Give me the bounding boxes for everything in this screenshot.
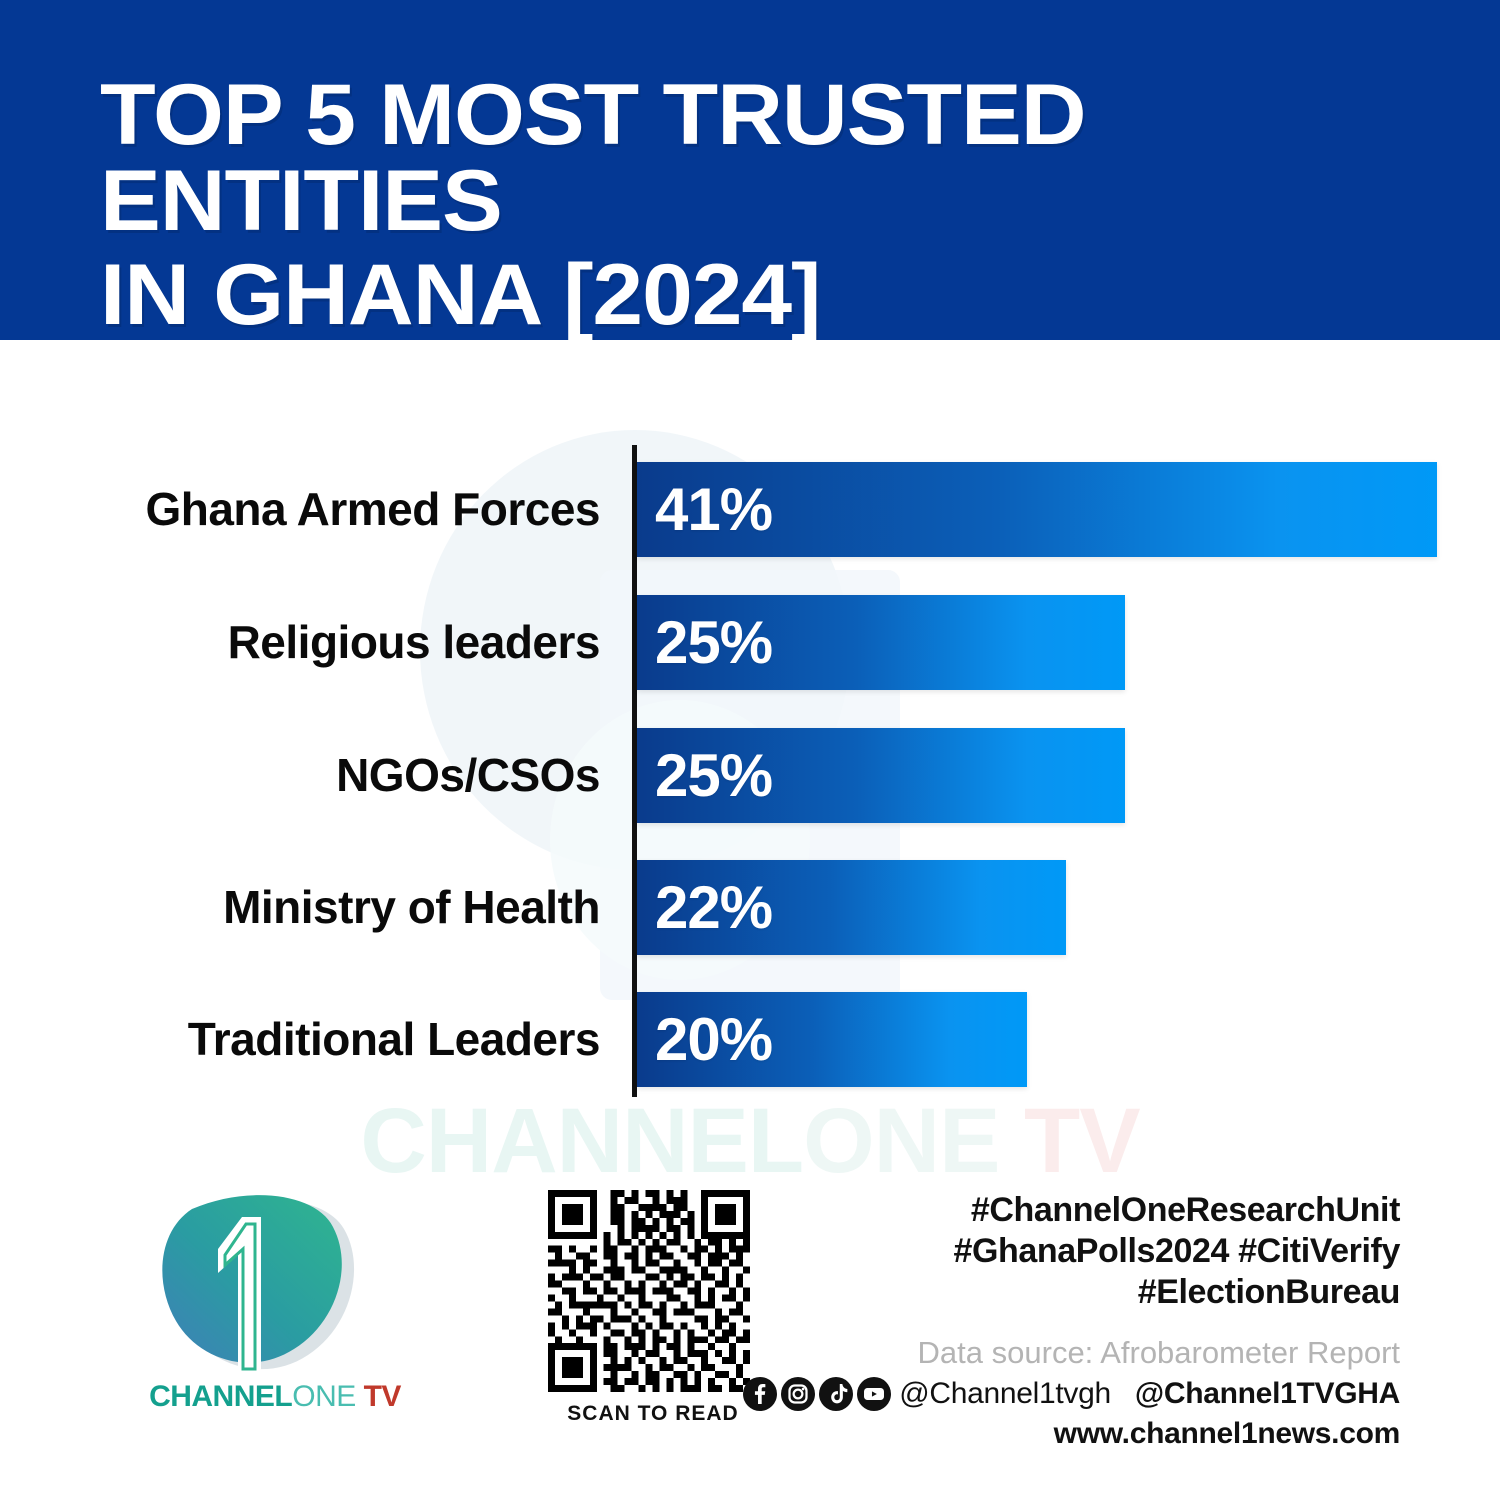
channel-one-logo-icon <box>162 1195 355 1375</box>
header-banner: TOP 5 MOST TRUSTED ENTITIES IN GHANA [20… <box>0 0 1500 340</box>
footer-info-block: #ChannelOneResearchUnit #GhanaPolls2024 … <box>743 1190 1401 1451</box>
channel-one-logo-wordmark: CHANNELONE TV <box>130 1380 420 1414</box>
tiktok-icon[interactable] <box>819 1377 854 1411</box>
bar-ghana-armed-forces: 41% <box>637 462 1437 557</box>
chart-row: Ministry of Health 22% <box>0 860 1500 955</box>
footer: CHANNELONE TV <box>0 1180 1500 1500</box>
social-handle-primary[interactable]: @Channel1tvgh <box>899 1377 1111 1410</box>
chart-axis-line <box>632 445 637 1097</box>
bar-category-label: Traditional Leaders <box>187 1013 601 1065</box>
bar-value-label: 25% <box>655 741 773 809</box>
page-title: TOP 5 MOST TRUSTED ENTITIES IN GHANA [20… <box>100 72 1500 338</box>
bar-value-label: 20% <box>655 1005 773 1073</box>
social-media-row: @Channel1tvgh @Channel1TVGHA <box>743 1377 1400 1411</box>
qr-code-block[interactable]: SCAN TO READ <box>548 1190 758 1426</box>
title-line-1: TOP 5 MOST TRUSTED ENTITIES <box>100 67 1087 249</box>
social-handle-x[interactable]: @Channel1TVGHA <box>1134 1377 1400 1410</box>
bar-chart: Ghana Armed Forces 41% Religious leaders… <box>0 340 1500 1140</box>
youtube-icon[interactable] <box>857 1377 892 1411</box>
title-line-2: IN GHANA [2024] <box>100 247 821 343</box>
bar-category-label: NGOs/CSOs <box>336 749 600 801</box>
bar-ministry-of-health: 22% <box>637 860 1066 955</box>
bar-traditional-leaders: 20% <box>637 992 1027 1087</box>
bar-category-label: Ghana Armed Forces <box>145 483 600 535</box>
data-source-text: Data source: Afrobarometer Report <box>917 1335 1400 1370</box>
bar-value-label: 41% <box>655 475 773 543</box>
qr-code-image[interactable] <box>548 1190 750 1392</box>
bar-value-label: 22% <box>655 873 773 941</box>
hashtag-line-1: #ChannelOneResearchUnit <box>970 1191 1401 1229</box>
hashtag-line-3: #ElectionBureau <box>1137 1273 1401 1311</box>
bar-religious-leaders: 25% <box>637 595 1125 690</box>
chart-row: NGOs/CSOs 25% <box>0 728 1500 823</box>
instagram-icon[interactable] <box>781 1377 816 1411</box>
logo-word-channel: CHANNEL <box>149 1380 293 1413</box>
hashtag-line-2: #GhanaPolls2024 #CitiVerify <box>953 1232 1400 1270</box>
chart-row: Ghana Armed Forces 41% <box>0 462 1500 557</box>
bar-value-label: 25% <box>655 608 773 676</box>
website-url[interactable]: www.channel1news.com <box>1053 1417 1401 1450</box>
bar-category-label: Ministry of Health <box>223 881 600 933</box>
logo-word-one: ONE <box>292 1380 356 1413</box>
chart-row: Religious leaders 25% <box>0 595 1500 690</box>
social-icon-group <box>743 1377 892 1411</box>
chart-row: Traditional Leaders 20% <box>0 992 1500 1087</box>
facebook-icon[interactable] <box>743 1377 778 1411</box>
channel-one-logo: CHANNELONE TV <box>130 1195 450 1435</box>
bar-category-label: Religious leaders <box>227 616 601 668</box>
logo-word-tv: TV <box>355 1380 402 1413</box>
bar-ngos-csos: 25% <box>637 728 1125 823</box>
chart-bars-container: Ghana Armed Forces 41% Religious leaders… <box>0 340 1500 1140</box>
qr-code-caption: SCAN TO READ <box>567 1402 739 1425</box>
